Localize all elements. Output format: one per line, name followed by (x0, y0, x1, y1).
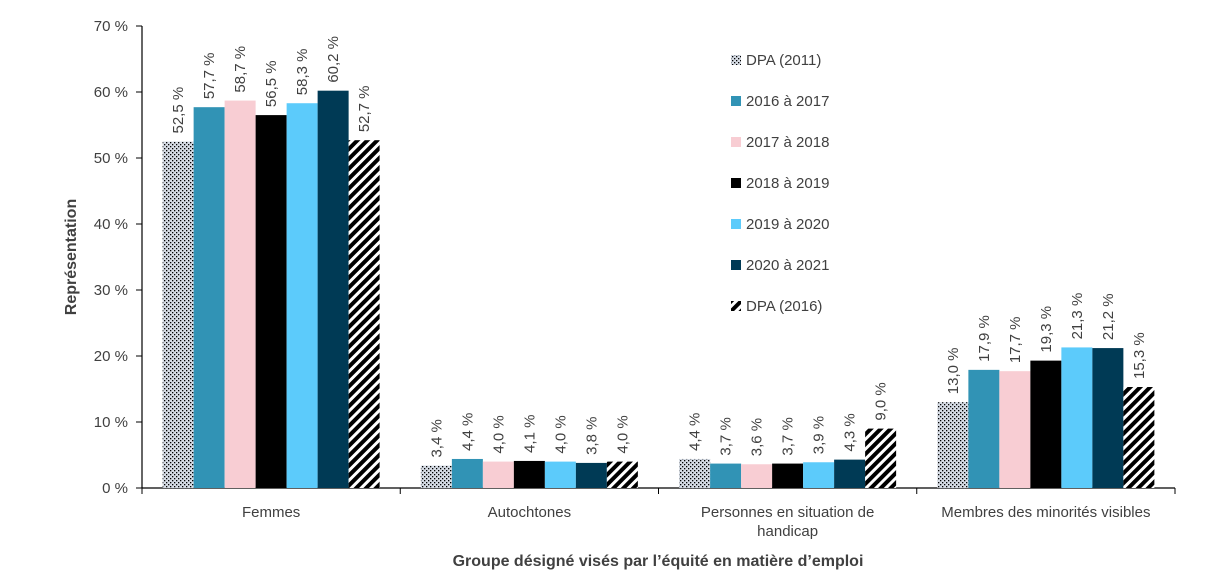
data-label: 52,7 % (356, 85, 373, 132)
legend-swatch (731, 301, 741, 311)
legend-swatch (731, 55, 741, 65)
data-label: 3,9 % (811, 416, 828, 454)
y-tick-label: 40 % (94, 216, 128, 233)
bar (162, 141, 194, 488)
legend-item: 2018 à 2019 (746, 175, 829, 192)
bar (544, 461, 576, 488)
y-tick-label: 10 % (94, 414, 128, 431)
bar (999, 371, 1031, 488)
data-label: 3,8 % (583, 417, 600, 455)
bar (513, 460, 545, 488)
y-tick-label: 60 % (94, 84, 128, 101)
legend-item: 2017 à 2018 (746, 134, 829, 151)
bar (317, 90, 349, 489)
data-label: 4,1 % (521, 415, 538, 453)
y-tick-label: 50 % (94, 150, 128, 167)
bar (937, 402, 969, 488)
data-label: 21,3 % (1069, 293, 1086, 340)
category-label: Membres des minorités visibles (941, 504, 1150, 521)
bar (679, 458, 711, 488)
bar (575, 462, 607, 488)
bar (772, 463, 804, 488)
bar (710, 463, 742, 488)
data-label: 9,0 % (873, 382, 890, 420)
data-label: 56,5 % (263, 60, 280, 107)
legend-item: 2020 à 2021 (746, 257, 829, 274)
data-label: 4,0 % (490, 415, 507, 453)
data-label: 4,0 % (614, 415, 631, 453)
y-tick-label: 70 % (94, 18, 128, 35)
bar (865, 428, 897, 488)
bar (255, 115, 287, 488)
bar (420, 465, 452, 488)
bar (968, 369, 1000, 488)
legend-swatch (731, 178, 741, 188)
data-label: 4,0 % (552, 415, 569, 453)
data-label: 17,7 % (1007, 316, 1024, 363)
bar (1030, 360, 1062, 488)
category-label: Autochtones (488, 504, 571, 521)
y-tick-label: 20 % (94, 348, 128, 365)
bar (482, 461, 514, 488)
data-label: 13,0 % (945, 347, 962, 394)
category-label: Personnes en situation de handicap (701, 504, 874, 540)
x-axis-title: Groupe désigné visés par l’équité en mat… (453, 553, 864, 570)
data-label: 52,5 % (170, 87, 187, 134)
bar (741, 464, 773, 488)
data-label: 57,7 % (201, 52, 218, 99)
data-label: 15,3 % (1131, 332, 1148, 379)
data-label: 17,9 % (976, 315, 993, 362)
data-label: 60,2 % (325, 36, 342, 83)
legend-swatch (731, 96, 741, 106)
data-label: 3,7 % (780, 417, 797, 455)
y-tick-label: 30 % (94, 282, 128, 299)
data-label: 19,3 % (1038, 306, 1055, 353)
data-label: 21,2 % (1100, 293, 1117, 340)
bar (224, 100, 256, 488)
y-axis-title: Représentation (63, 199, 80, 315)
data-label: 4,4 % (687, 413, 704, 451)
bar (1092, 348, 1124, 488)
data-label: 4,3 % (842, 413, 859, 451)
data-label: 3,4 % (428, 419, 445, 457)
bar (286, 103, 318, 488)
data-label: 58,3 % (294, 49, 311, 96)
data-label: 3,7 % (718, 417, 735, 455)
legend-swatch (731, 219, 741, 229)
bar (834, 459, 866, 488)
data-label: 4,4 % (459, 413, 476, 451)
y-tick-label: 0 % (102, 480, 128, 497)
bar (1061, 347, 1093, 488)
data-label: 58,7 % (232, 46, 249, 93)
legend-item: DPA (2011) (746, 52, 821, 69)
bar (803, 462, 835, 488)
bar (1123, 387, 1155, 488)
bar (606, 461, 638, 488)
legend-item: 2019 à 2020 (746, 216, 829, 233)
bar (348, 140, 380, 488)
category-label: Femmes (242, 504, 300, 521)
bar (451, 458, 483, 488)
legend-item: DPA (2016) (746, 298, 822, 315)
bar (193, 107, 225, 489)
data-label: 3,6 % (749, 418, 766, 456)
legend-swatch (731, 260, 741, 270)
legend-item: 2016 à 2017 (746, 93, 829, 110)
legend-swatch (731, 137, 741, 147)
